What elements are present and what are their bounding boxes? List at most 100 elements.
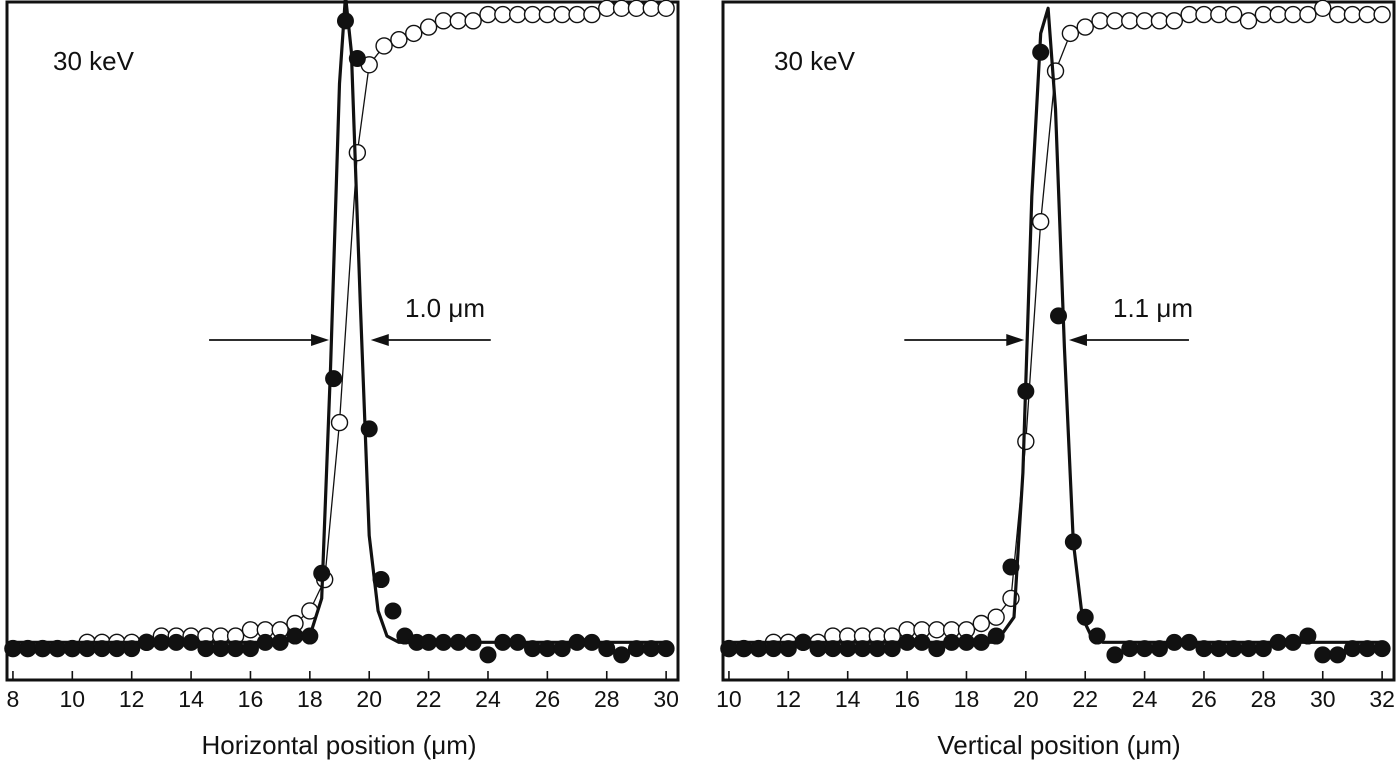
filled-data-point xyxy=(509,633,527,651)
filled-data-point xyxy=(1269,633,1287,651)
filled-data-point xyxy=(987,627,1005,645)
filled-data-point xyxy=(854,640,872,658)
open-data-point xyxy=(657,0,675,17)
marks-layer xyxy=(720,0,1391,664)
filled-data-point xyxy=(241,640,259,658)
filled-data-point xyxy=(182,633,200,651)
x-tick-label: 18 xyxy=(954,686,980,712)
x-tick-label: 28 xyxy=(1251,686,1277,712)
filled-data-point xyxy=(63,640,81,658)
filled-data-point xyxy=(943,633,961,651)
filled-data-point xyxy=(657,640,675,658)
filled-data-point xyxy=(928,640,946,658)
filled-data-point xyxy=(1050,307,1067,325)
open-data-point xyxy=(1284,5,1302,24)
fwhm-arrowhead-right xyxy=(370,334,389,346)
open-data-point xyxy=(538,5,557,24)
open-data-point xyxy=(1254,5,1273,24)
filled-data-point xyxy=(809,640,827,658)
filled-data-point xyxy=(348,50,366,67)
open-data-point xyxy=(390,30,408,49)
open-data-point xyxy=(1210,5,1228,24)
filled-data-point xyxy=(883,640,901,658)
filled-data-point xyxy=(197,640,215,658)
filled-data-point xyxy=(839,640,857,658)
open-data-point xyxy=(612,0,631,17)
x-tick-label: 32 xyxy=(1369,686,1395,712)
open-data-point xyxy=(449,12,467,30)
x-tick-label: 16 xyxy=(238,686,264,712)
fit-curve-line xyxy=(12,0,667,644)
x-tick-label: 12 xyxy=(119,686,145,712)
x-tick-label: 20 xyxy=(1013,686,1039,712)
filled-data-point xyxy=(1088,627,1106,645)
filled-data-point xyxy=(384,602,402,620)
energy-annotation: 30 keV xyxy=(774,46,856,76)
open-data-point xyxy=(1343,5,1362,24)
open-data-point xyxy=(1373,5,1391,24)
filled-data-point xyxy=(1210,640,1228,658)
filled-data-point xyxy=(1165,633,1183,651)
filled-data-point xyxy=(1106,646,1124,664)
open-data-point xyxy=(523,5,542,24)
open-data-point xyxy=(972,614,991,633)
filled-data-point xyxy=(227,640,245,658)
fit-curve-line xyxy=(728,6,1383,644)
filled-data-point xyxy=(1284,633,1302,651)
x-axis-label: Horizontal position (μm) xyxy=(201,730,476,760)
open-data-point xyxy=(1180,5,1198,24)
filled-data-point xyxy=(138,633,156,651)
filled-data-point xyxy=(123,640,141,658)
filled-data-point xyxy=(568,633,586,651)
open-data-point xyxy=(642,0,660,17)
open-data-point xyxy=(1165,12,1183,30)
open-data-point xyxy=(405,24,423,43)
filled-data-point xyxy=(794,633,812,651)
plot-frame xyxy=(5,0,680,682)
filled-data-point xyxy=(524,640,542,658)
horizontal-profile-panel: 30 keV 1.0 μm 8 10 12 14 16 18 20 22 24 26 28 30 Ho… xyxy=(4,0,680,760)
filled-data-point xyxy=(271,633,289,651)
open-data-point xyxy=(598,0,616,17)
filled-data-point xyxy=(372,571,390,589)
open-data-point xyxy=(434,12,453,30)
open-data-point xyxy=(928,621,946,639)
filled-data-point xyxy=(598,640,616,658)
open-data-point xyxy=(1061,24,1080,43)
filled-data-point xyxy=(913,633,931,651)
open-data-point xyxy=(1314,0,1332,17)
open-data-point xyxy=(553,5,571,24)
filled-data-point xyxy=(108,640,126,658)
filled-data-point xyxy=(1329,646,1347,664)
filled-data-point xyxy=(479,646,497,664)
fwhm-label: 1.1 μm xyxy=(1113,293,1193,323)
fwhm-label: 1.0 μm xyxy=(405,293,485,323)
open-data-point xyxy=(508,5,527,24)
filled-data-point xyxy=(1358,640,1376,658)
open-data-point xyxy=(1076,18,1094,36)
open-data-point xyxy=(1224,5,1243,24)
open-data-point xyxy=(494,5,512,24)
filled-data-point xyxy=(613,646,631,664)
open-data-point xyxy=(1017,432,1035,451)
filled-data-point xyxy=(325,370,343,388)
filled-data-point xyxy=(642,640,660,658)
x-tick-label: 12 xyxy=(776,686,802,712)
open-data-point xyxy=(627,0,646,17)
filled-data-point xyxy=(152,633,170,651)
open-data-point xyxy=(348,143,367,162)
filled-data-point xyxy=(313,564,331,582)
filled-data-point xyxy=(1314,646,1332,664)
filled-data-point xyxy=(494,633,512,651)
filled-data-point xyxy=(1373,640,1391,658)
open-data-point xyxy=(1091,12,1109,30)
open-data-point xyxy=(1031,213,1050,231)
x-tick-label: 16 xyxy=(894,686,920,712)
x-tick-label: 10 xyxy=(716,686,742,712)
filled-data-point xyxy=(553,640,571,658)
filled-data-point xyxy=(1002,558,1020,576)
open-data-point xyxy=(479,5,497,24)
filled-data-point xyxy=(1299,627,1317,645)
open-data-point xyxy=(987,608,1005,626)
